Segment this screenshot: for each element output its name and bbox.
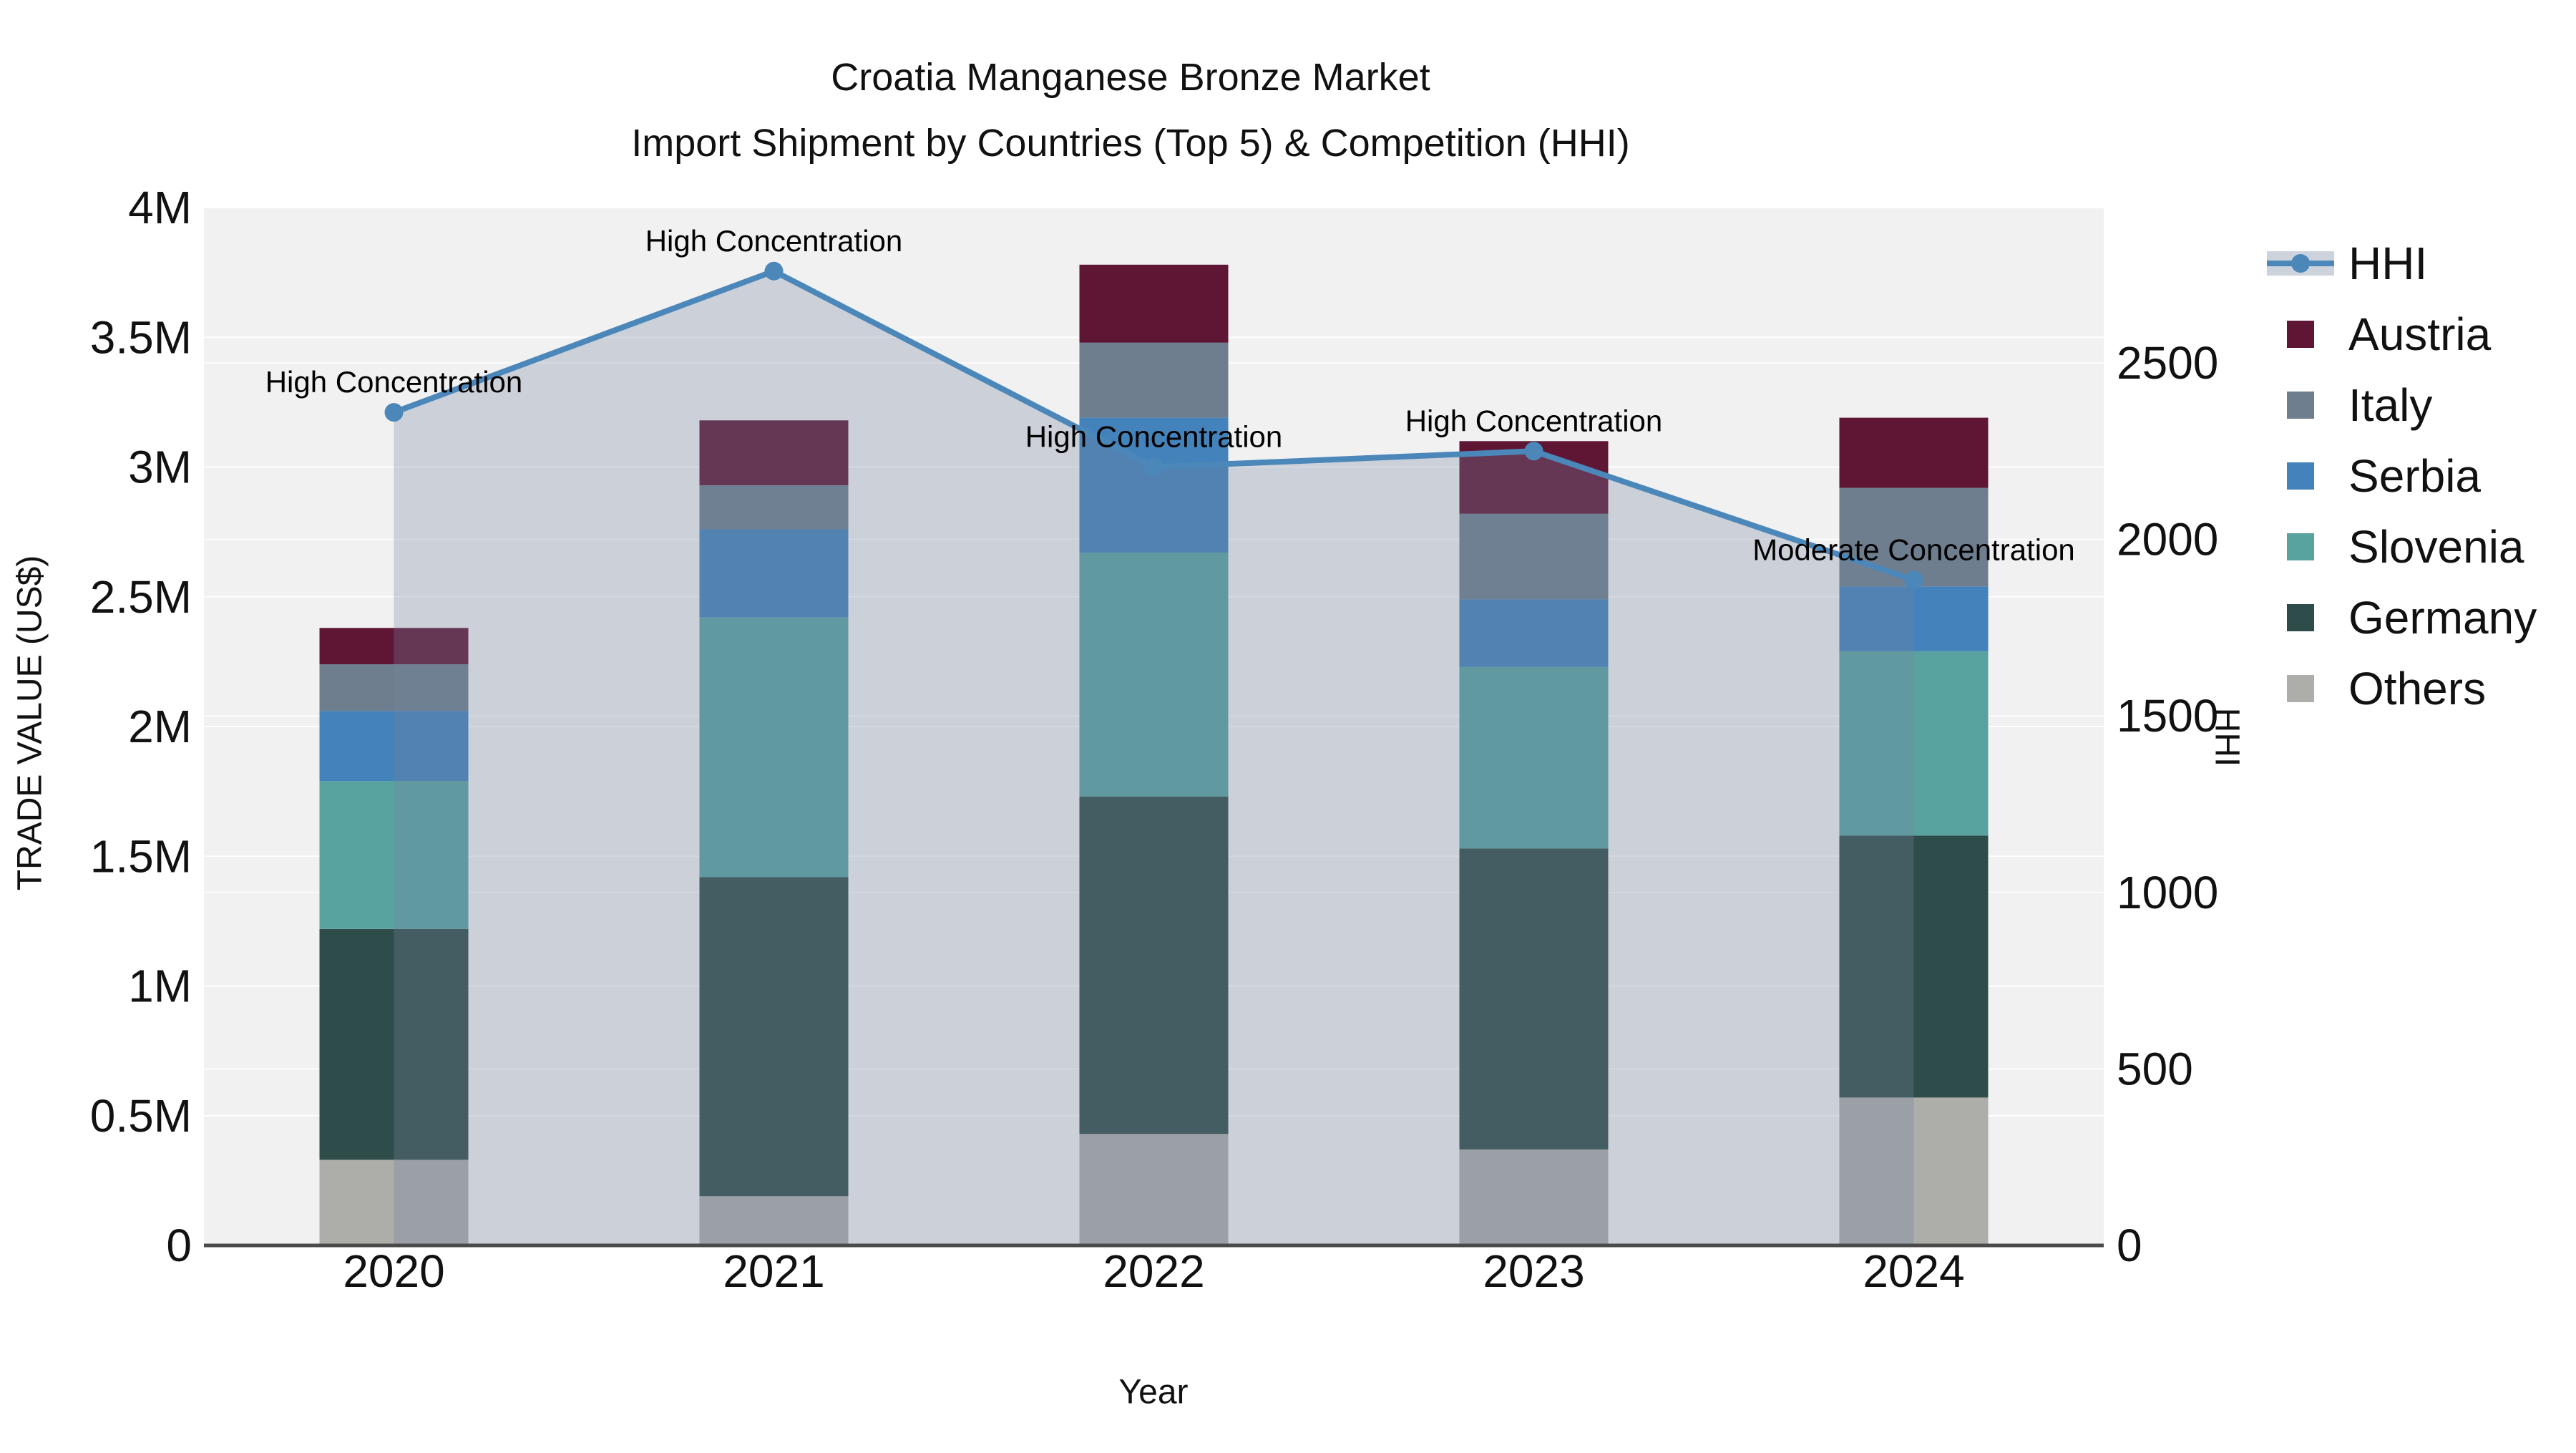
- y-right-tick-label: 500: [2117, 1043, 2193, 1094]
- x-tick-label: 2024: [1863, 1245, 1964, 1297]
- bar-segment-slovenia-2024: [1839, 651, 1989, 836]
- hhi-area: [394, 271, 1914, 1245]
- legend-item-label: Slovenia: [2348, 520, 2524, 573]
- y-left-tick-label: 2.5M: [90, 571, 192, 623]
- legend-item-serbia[interactable]: Serbia: [2267, 440, 2537, 511]
- legend-item-label: Serbia: [2348, 449, 2481, 502]
- hhi-marker-2024: [1904, 570, 1923, 590]
- legend-swatch-icon: [2267, 320, 2334, 349]
- chart-title-line2: Import Shipment by Countries (Top 5) & C…: [631, 122, 1630, 165]
- bar-segment-austria-2022: [1079, 264, 1229, 343]
- x-tick-label: 2021: [723, 1245, 824, 1297]
- legend-item-label: HHI: [2348, 237, 2428, 289]
- legend-item-italy[interactable]: Italy: [2267, 369, 2537, 440]
- bar-segment-serbia-2024: [1839, 586, 1989, 651]
- chart-title-line1: Croatia Manganese Bronze Market: [831, 56, 1430, 99]
- x-tick-label: 2022: [1103, 1245, 1204, 1297]
- x-axis-title: Year: [1118, 1373, 1189, 1411]
- bar-segment-others-2022: [1079, 1134, 1229, 1245]
- annotation-label-2021: High Concentration: [645, 224, 903, 258]
- bar-segment-slovenia-2020: [319, 781, 469, 929]
- bar-segment-others-2024: [1839, 1097, 1989, 1245]
- y-right-tick-label: 2000: [2117, 514, 2218, 565]
- hhi-marker-2023: [1524, 442, 1543, 461]
- y-left-tick-label: 0.5M: [90, 1090, 192, 1142]
- y-left-tick-label: 2M: [128, 701, 192, 752]
- legend-item-label: Austria: [2348, 308, 2492, 360]
- y-right-axis-title: HHI: [2207, 707, 2246, 767]
- y-right-tick-label: 1000: [2117, 867, 2218, 918]
- bar-segment-austria-2020: [319, 628, 469, 664]
- bar-segment-italy-2021: [699, 485, 849, 530]
- bar-segment-others-2020: [319, 1160, 469, 1245]
- y-left-tick-label: 1M: [128, 961, 192, 1012]
- bar-segment-serbia-2023: [1459, 599, 1609, 667]
- bar-segment-others-2021: [699, 1196, 849, 1245]
- bar-segment-germany-2023: [1459, 848, 1609, 1150]
- bar-segment-germany-2022: [1079, 796, 1229, 1134]
- legend-item-austria[interactable]: Austria: [2267, 298, 2537, 369]
- legend-swatch-icon: [2267, 674, 2334, 703]
- bar-segment-italy-2024: [1839, 487, 1989, 587]
- legend-item-label: Germany: [2348, 591, 2537, 643]
- y-right-tick-label: 1500: [2117, 690, 2218, 742]
- hhi-marker-2020: [384, 403, 404, 422]
- bar-segment-austria-2021: [699, 420, 849, 485]
- x-tick-label: 2020: [343, 1245, 444, 1297]
- x-tick-label: 2023: [1483, 1245, 1584, 1297]
- y-right-tick-label: 2500: [2117, 337, 2218, 389]
- bar-segment-serbia-2021: [699, 529, 849, 618]
- bar-segment-italy-2023: [1459, 513, 1609, 600]
- legend-item-slovenia[interactable]: Slovenia: [2267, 511, 2537, 582]
- y-right-tick-label: 0: [2117, 1220, 2142, 1271]
- bar-segment-germany-2024: [1839, 835, 1989, 1098]
- legend-swatch-icon: [2267, 391, 2334, 419]
- legend-item-label: Italy: [2348, 379, 2433, 431]
- bar-segment-italy-2020: [319, 664, 469, 711]
- bar-segment-slovenia-2021: [699, 617, 849, 878]
- y-left-tick-label: 0: [166, 1220, 192, 1271]
- y-left-tick-label: 1.5M: [90, 830, 192, 882]
- bar-segment-serbia-2020: [319, 711, 469, 782]
- y-left-tick-label: 4M: [128, 182, 192, 233]
- bar-segment-others-2023: [1459, 1149, 1609, 1245]
- bar-segment-germany-2021: [699, 877, 849, 1197]
- chart-title: Croatia Manganese Bronze Market Import S…: [0, 44, 2261, 176]
- legend-swatch-icon: [2267, 603, 2334, 632]
- legend-swatch-icon: [2267, 462, 2334, 490]
- annotation-label-2023: High Concentration: [1405, 404, 1663, 437]
- bar-segment-slovenia-2023: [1459, 666, 1609, 849]
- annotation-label-2022: High Concentration: [1025, 420, 1283, 454]
- hhi-marker-2021: [764, 261, 784, 281]
- annotation-label-2020: High Concentration: [265, 365, 523, 399]
- y-left-axis-title: TRADE VALUE (US$): [11, 555, 49, 891]
- bar-segment-germany-2020: [319, 928, 469, 1160]
- legend: HHI Austria Italy Serbia Slovenia German…: [2267, 228, 2537, 724]
- hhi-marker-2022: [1144, 457, 1163, 477]
- legend-item-label: Others: [2348, 662, 2487, 714]
- y-left-tick-label: 3M: [128, 442, 192, 493]
- legend-item-hhi[interactable]: HHI: [2267, 228, 2537, 298]
- legend-swatch-icon: [2267, 533, 2334, 561]
- bar-segment-italy-2022: [1079, 342, 1229, 418]
- legend-item-germany[interactable]: Germany: [2267, 582, 2537, 653]
- y-left-tick-label: 3.5M: [90, 311, 192, 363]
- legend-item-others[interactable]: Others: [2267, 653, 2537, 724]
- bar-segment-austria-2024: [1839, 417, 1989, 488]
- bar-segment-slovenia-2022: [1079, 553, 1229, 797]
- hhi-line-legend-icon: [2267, 249, 2334, 278]
- annotation-label-2024: Moderate Concentration: [1752, 533, 2075, 566]
